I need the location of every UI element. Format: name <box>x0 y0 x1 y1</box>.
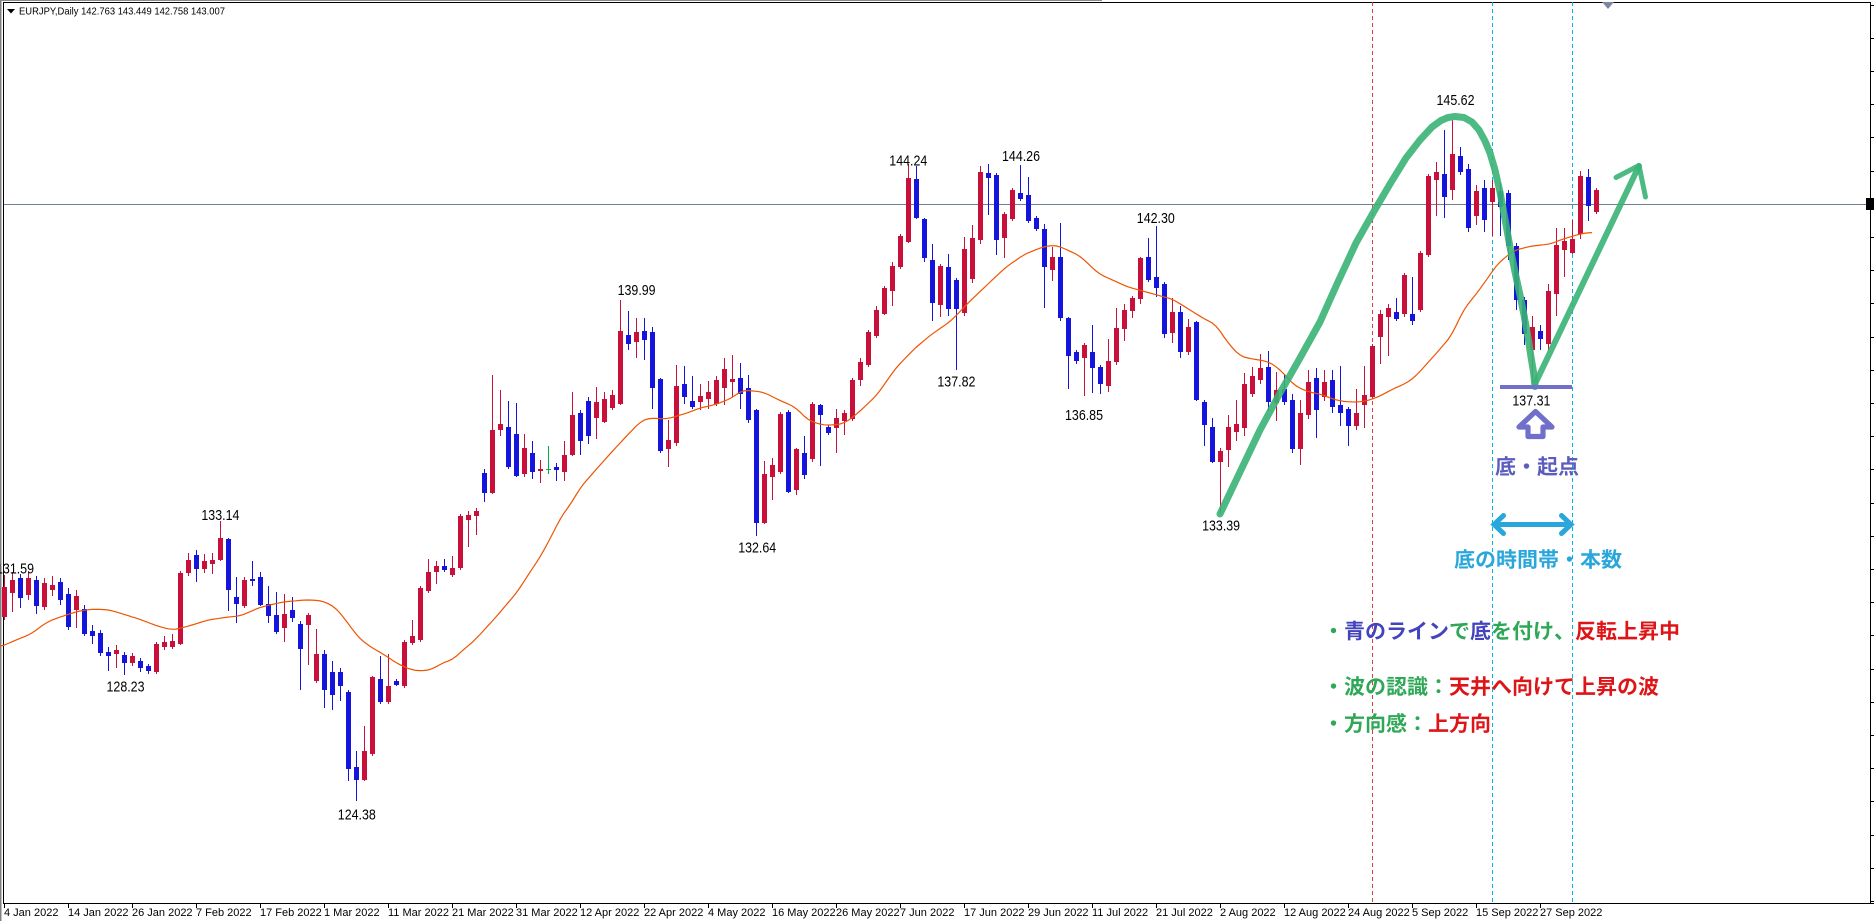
svg-text:132.64: 132.64 <box>738 540 776 557</box>
svg-text:144.26: 144.26 <box>1002 148 1040 165</box>
svg-text:128.23: 128.23 <box>107 679 145 696</box>
svg-text:24 Aug 2022: 24 Aug 2022 <box>1348 907 1410 919</box>
svg-text:12 Aug 2022: 12 Aug 2022 <box>1284 907 1346 919</box>
svg-text:14 Jan 2022: 14 Jan 2022 <box>68 907 129 919</box>
svg-text:137.31: 137.31 <box>1512 393 1550 410</box>
svg-text:124.38: 124.38 <box>338 807 376 824</box>
svg-text:29 Jun 2022: 29 Jun 2022 <box>1028 907 1089 919</box>
svg-text:7 Feb 2022: 7 Feb 2022 <box>196 907 252 919</box>
svg-text:144.24: 144.24 <box>889 153 927 170</box>
svg-text:136.85: 136.85 <box>1065 407 1103 424</box>
svg-text:17 Feb 2022: 17 Feb 2022 <box>260 907 322 919</box>
svg-text:137.82: 137.82 <box>937 373 975 390</box>
svg-text:1 Mar 2022: 1 Mar 2022 <box>324 907 380 919</box>
svg-text:16 May 2022: 16 May 2022 <box>772 907 836 919</box>
svg-text:142.30: 142.30 <box>1137 210 1175 227</box>
svg-text:21 Jul 2022: 21 Jul 2022 <box>1156 907 1213 919</box>
svg-text:22 Apr 2022: 22 Apr 2022 <box>644 907 703 919</box>
svg-text:131.59: 131.59 <box>0 561 34 578</box>
svg-text:EURJPY,Daily 142.763 143.449 1: EURJPY,Daily 142.763 143.449 142.758 143… <box>19 6 225 18</box>
svg-text:21 Mar 2022: 21 Mar 2022 <box>452 907 514 919</box>
svg-text:17 Jun 2022: 17 Jun 2022 <box>964 907 1025 919</box>
svg-text:11 Mar 2022: 11 Mar 2022 <box>388 907 449 919</box>
svg-text:4 May 2022: 4 May 2022 <box>708 907 765 919</box>
svg-text:5 Sep 2022: 5 Sep 2022 <box>1412 907 1468 919</box>
svg-text:4 Jan 2022: 4 Jan 2022 <box>4 907 58 919</box>
svg-text:15 Sep 2022: 15 Sep 2022 <box>1476 907 1538 919</box>
svg-text:11 Jul 2022: 11 Jul 2022 <box>1092 907 1148 919</box>
svg-text:145.62: 145.62 <box>1437 92 1475 109</box>
svg-text:26 Jan 2022: 26 Jan 2022 <box>132 907 193 919</box>
svg-text:12 Apr 2022: 12 Apr 2022 <box>580 907 639 919</box>
svg-text:27 Sep 2022: 27 Sep 2022 <box>1540 907 1602 919</box>
svg-text:133.14: 133.14 <box>201 507 239 524</box>
svg-text:31 Mar 2022: 31 Mar 2022 <box>516 907 578 919</box>
svg-text:2 Aug 2022: 2 Aug 2022 <box>1220 907 1276 919</box>
svg-text:26 May 2022: 26 May 2022 <box>836 907 900 919</box>
svg-text:7 Jun 2022: 7 Jun 2022 <box>900 907 954 919</box>
svg-text:133.39: 133.39 <box>1202 517 1240 534</box>
svg-text:139.99: 139.99 <box>618 282 656 299</box>
